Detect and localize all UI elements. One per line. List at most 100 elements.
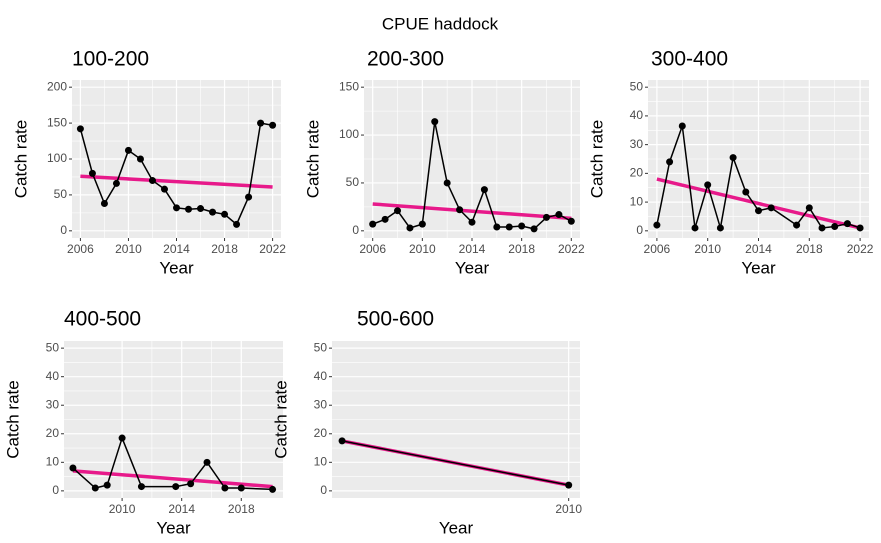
x-tick-label: 2018 <box>228 502 255 516</box>
data-point <box>691 224 699 232</box>
y-tick-label: 0 <box>60 223 67 237</box>
y-axis-label: Catch rate <box>3 380 22 458</box>
data-point <box>269 485 277 493</box>
data-point <box>209 208 217 216</box>
x-tick-label: 2018 <box>508 242 535 256</box>
y-tick-label: 40 <box>630 108 644 122</box>
x-tick-label: 2014 <box>745 242 772 256</box>
data-point <box>103 481 111 489</box>
x-tick-label: 2022 <box>558 242 585 256</box>
data-point <box>518 222 526 230</box>
data-point <box>91 484 99 492</box>
trend-line <box>80 174 273 189</box>
data-point <box>666 158 674 166</box>
main-title: CPUE haddock <box>382 14 499 33</box>
x-axis-label: Year <box>156 518 191 537</box>
data-point <box>818 224 826 232</box>
data-point <box>567 217 575 225</box>
x-tick-label: 2014 <box>163 242 190 256</box>
y-tick-label: 20 <box>314 426 328 440</box>
y-tick-label: 50 <box>346 175 360 189</box>
y-tick-label: 0 <box>352 223 359 237</box>
data-point <box>480 186 488 194</box>
y-tick-label: 100 <box>339 127 359 141</box>
data-point <box>257 119 265 127</box>
data-point <box>148 177 156 185</box>
data-point <box>160 185 168 193</box>
data-point <box>187 480 195 488</box>
y-tick-label: 10 <box>46 454 60 468</box>
data-point <box>653 221 661 229</box>
data-point <box>468 218 476 226</box>
data-point <box>338 437 346 445</box>
data-point <box>742 188 750 196</box>
data-point <box>856 224 864 232</box>
y-tick-label: 20 <box>630 166 644 180</box>
data-point <box>493 223 501 231</box>
y-tick-label: 40 <box>314 369 328 383</box>
y-tick-label: 50 <box>54 187 68 201</box>
data-point <box>118 434 126 442</box>
y-tick-label: 10 <box>314 454 328 468</box>
data-point <box>755 207 762 215</box>
data-point <box>443 179 451 187</box>
x-axis-label: Year <box>159 258 194 277</box>
x-tick-label: 2022 <box>259 242 286 256</box>
panel-title: 100-200 <box>72 48 149 71</box>
panel-title: 500-600 <box>357 308 434 331</box>
x-tick-label: 2006 <box>359 242 386 256</box>
y-tick-label: 20 <box>46 426 60 440</box>
y-tick-label: 100 <box>47 151 67 165</box>
data-point <box>381 215 389 223</box>
y-tick-label: 30 <box>46 397 60 411</box>
data-point <box>431 118 439 126</box>
trend-line <box>656 177 861 230</box>
data-point <box>505 223 513 231</box>
x-tick-label: 2010 <box>109 502 136 516</box>
trend-line <box>72 469 273 489</box>
data-point <box>565 481 573 489</box>
data-point <box>233 220 241 228</box>
x-tick-label: 2014 <box>168 502 195 516</box>
x-tick-label: 2006 <box>644 242 671 256</box>
data-point <box>124 146 132 154</box>
trend-line <box>372 202 572 221</box>
data-point <box>678 122 686 130</box>
y-tick-label: 40 <box>46 369 60 383</box>
data-point <box>197 205 205 213</box>
y-tick-label: 150 <box>339 79 359 93</box>
y-axis-label: Catch rate <box>11 120 30 198</box>
data-point <box>729 154 737 162</box>
x-tick-label: 2010 <box>555 502 582 516</box>
x-tick-label: 2010 <box>409 242 436 256</box>
data-point <box>100 200 108 208</box>
y-tick-label: 0 <box>52 483 59 497</box>
data-point <box>136 155 144 163</box>
data-point <box>221 484 229 492</box>
panel-title: 300-400 <box>651 48 728 71</box>
data-point <box>112 179 120 187</box>
data-point <box>767 204 775 212</box>
y-tick-label: 10 <box>630 194 644 208</box>
data-line <box>341 440 569 486</box>
data-point <box>530 225 538 233</box>
x-tick-label: 2022 <box>847 242 874 256</box>
y-tick-label: 50 <box>630 79 644 93</box>
y-axis-label: Catch rate <box>587 120 606 198</box>
data-point <box>185 205 193 213</box>
x-tick-label: 2010 <box>694 242 721 256</box>
x-axis-label: Year <box>741 258 776 277</box>
y-axis-label: Catch rate <box>271 380 290 458</box>
data-point <box>805 204 813 212</box>
data-point <box>69 464 77 472</box>
data-point <box>843 220 851 228</box>
data-point <box>793 221 801 229</box>
y-tick-label: 50 <box>46 340 60 354</box>
y-tick-label: 0 <box>636 223 643 237</box>
data-point <box>831 223 839 231</box>
data-point <box>555 211 563 219</box>
data-point <box>245 193 253 201</box>
y-axis-label: Catch rate <box>303 120 322 198</box>
data-point <box>418 220 426 228</box>
